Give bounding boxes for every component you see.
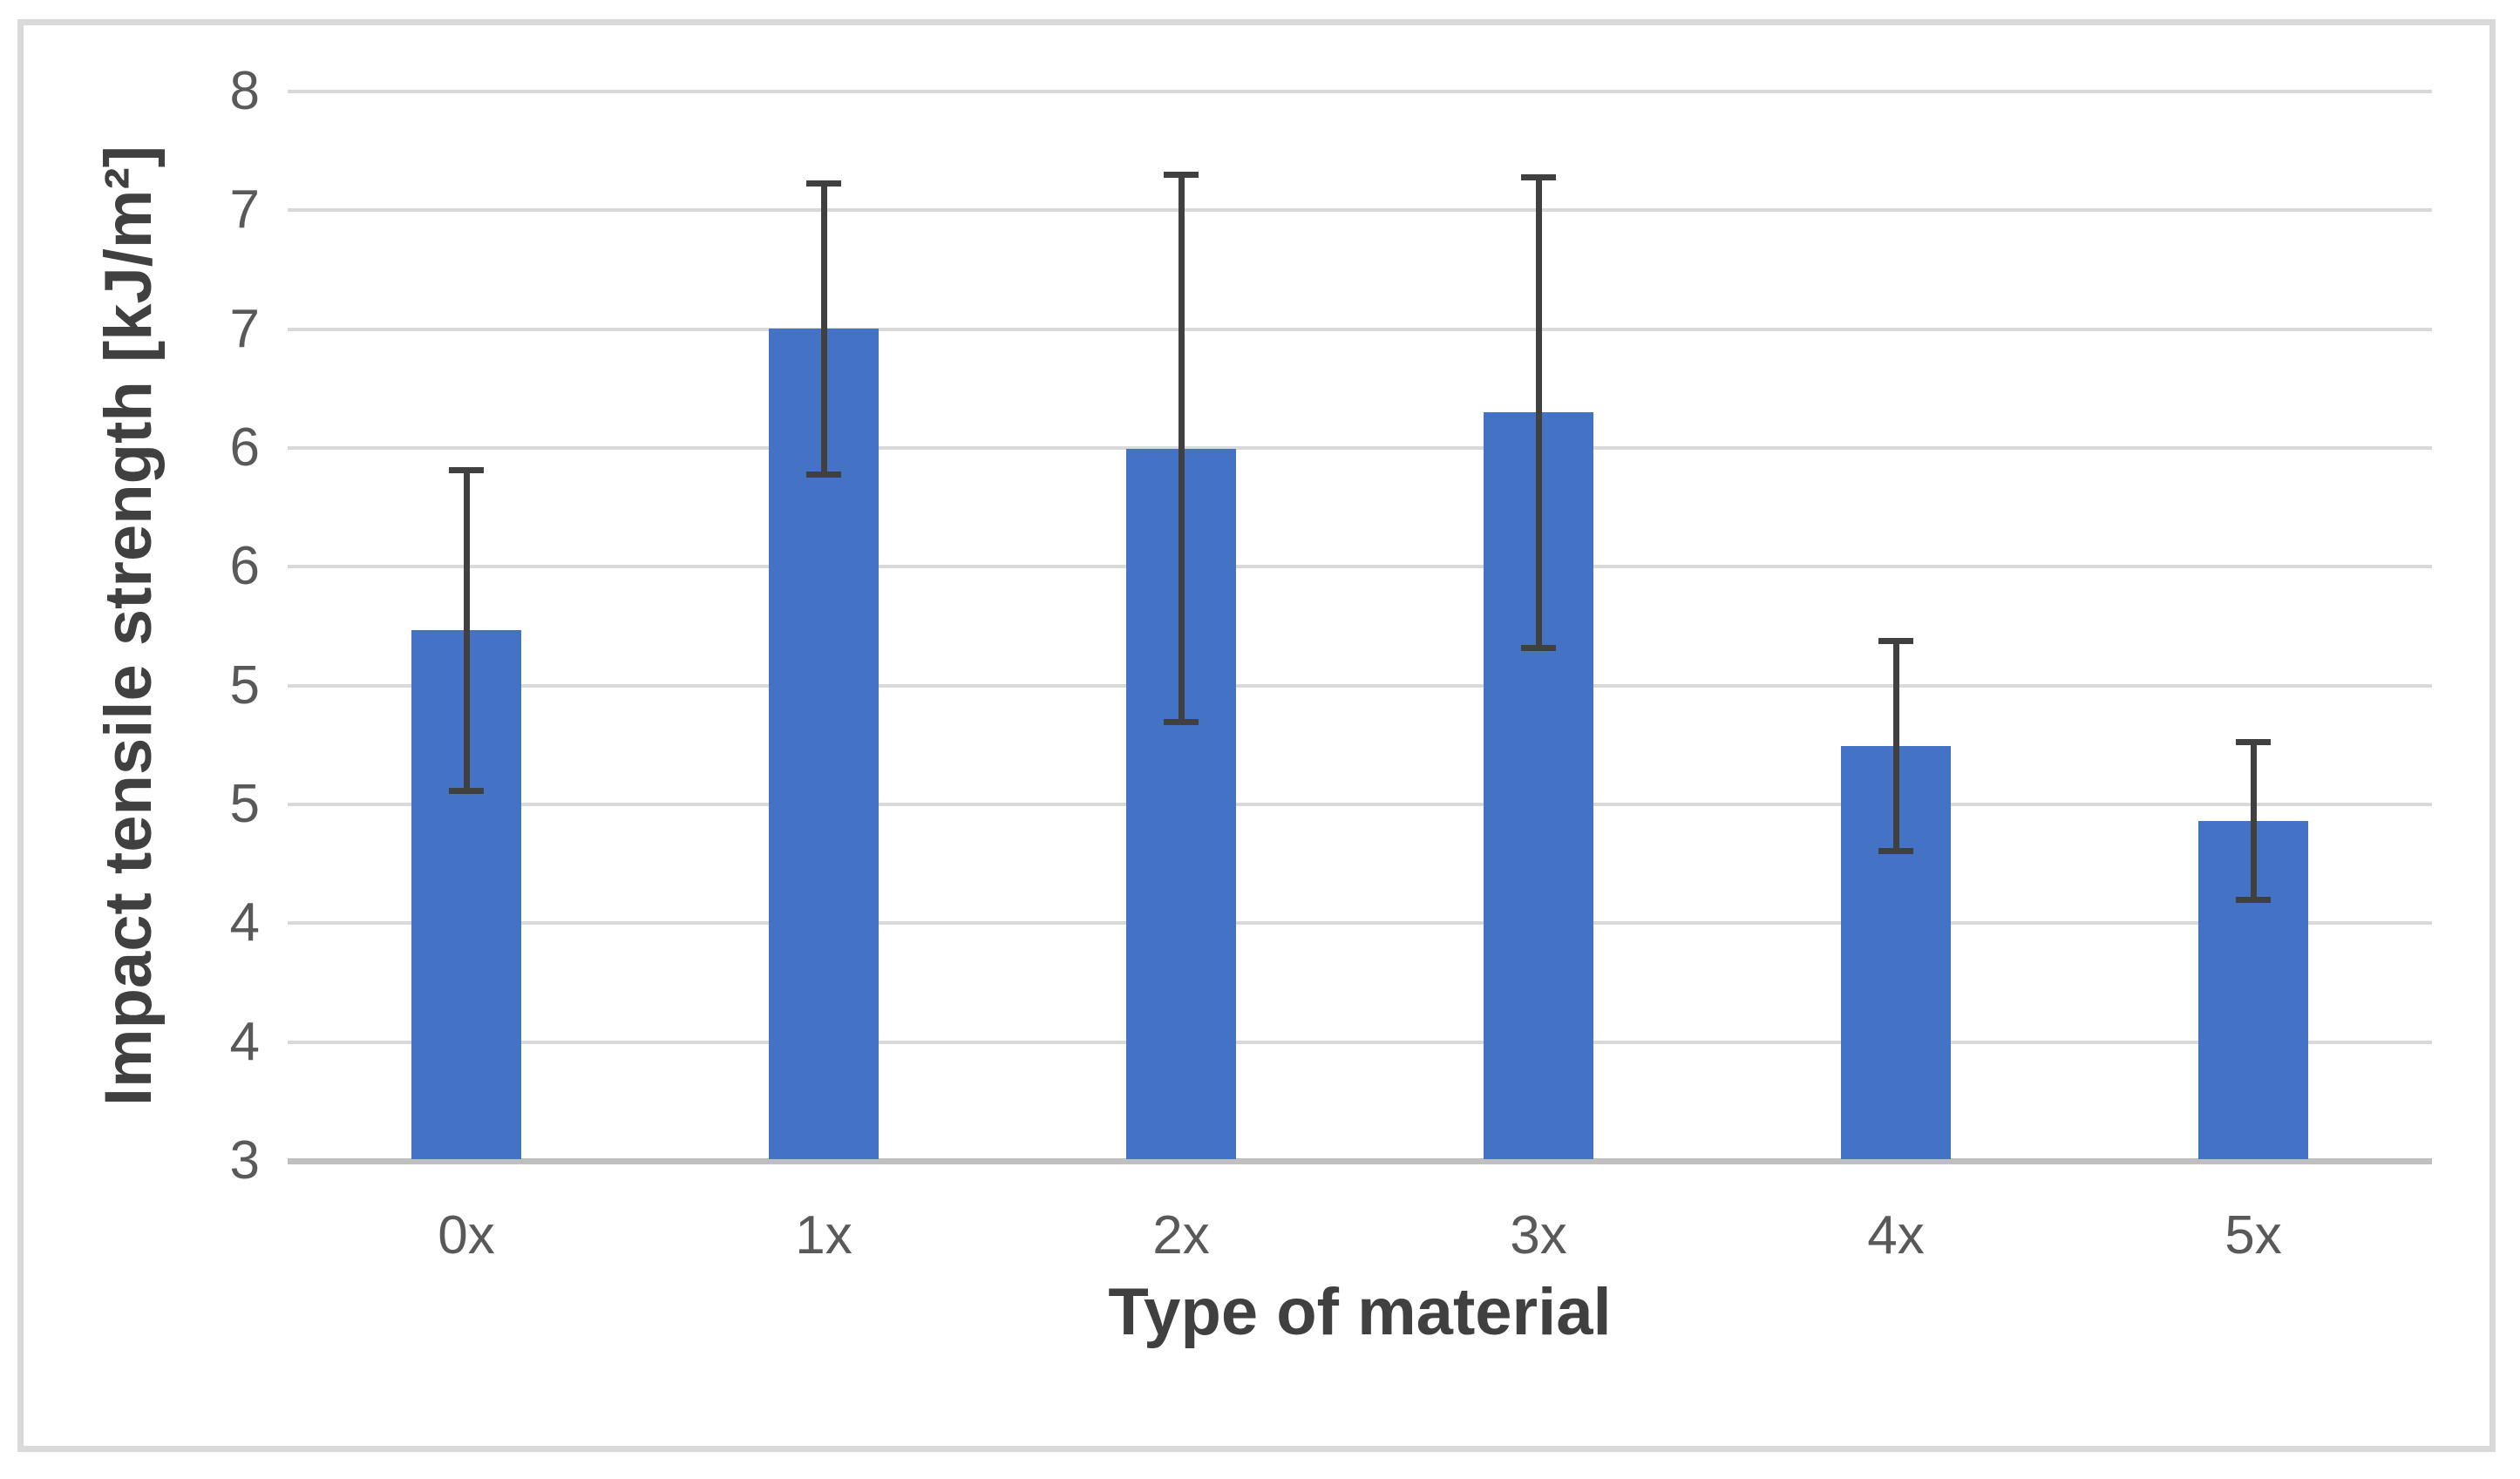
chart-frame [17, 19, 2496, 1452]
